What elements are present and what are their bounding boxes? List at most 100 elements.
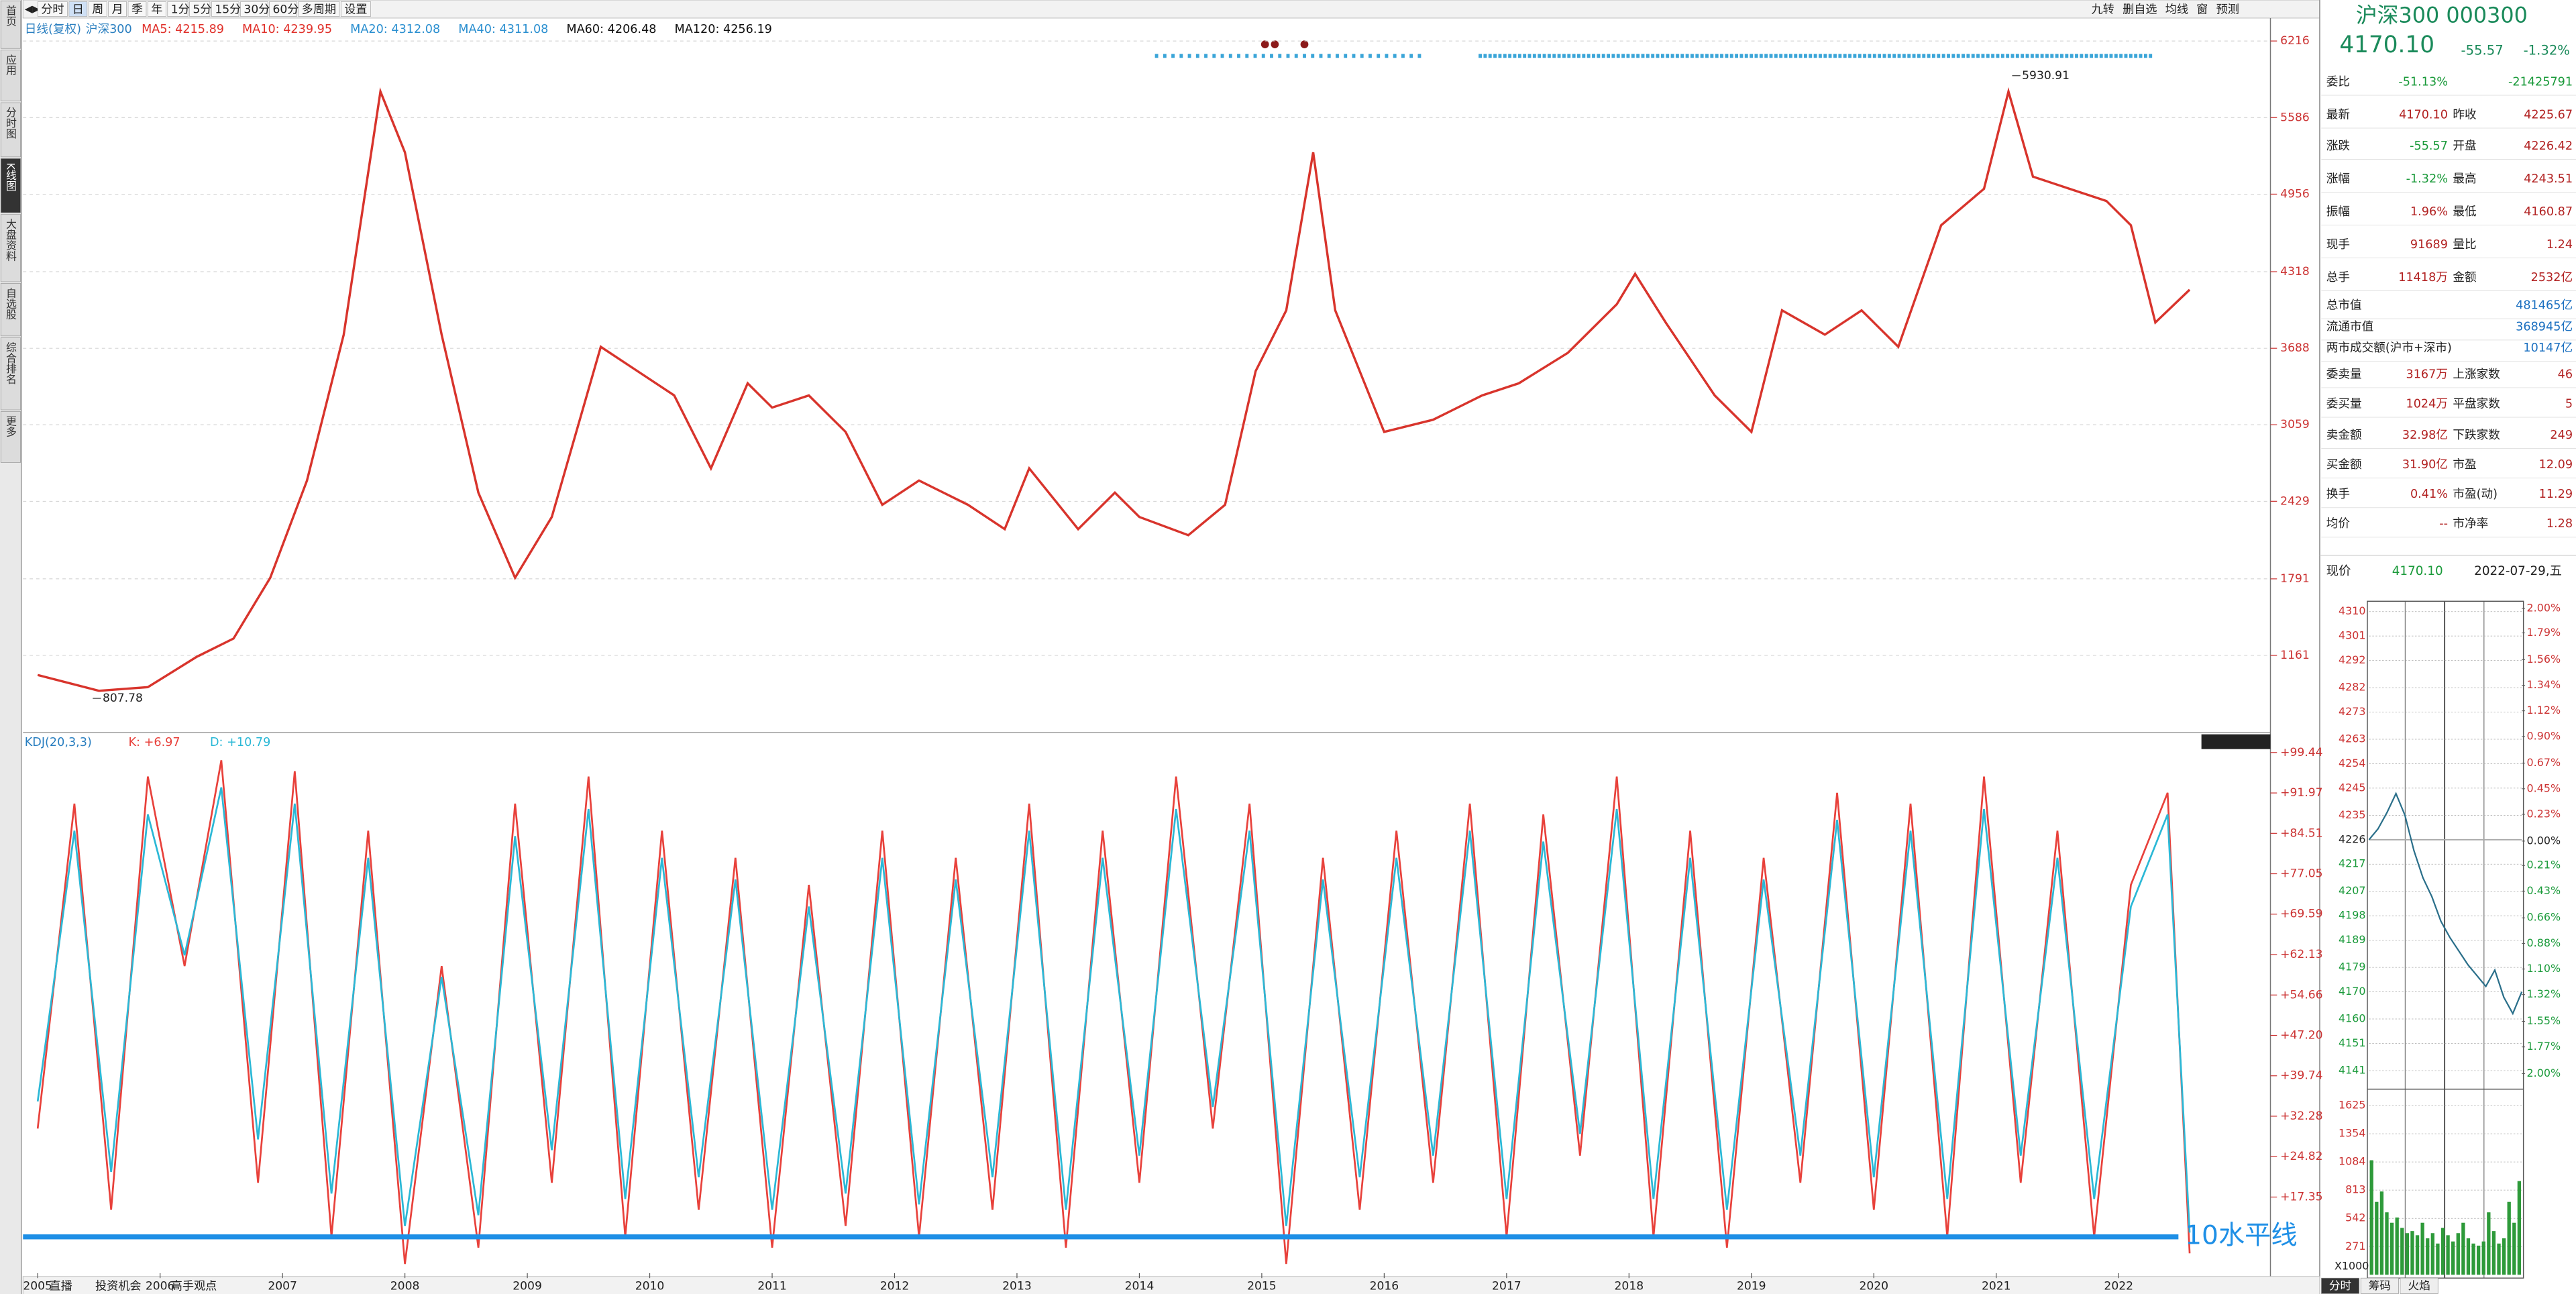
toolbar-label[interactable]: 设置 xyxy=(344,3,367,17)
series-line xyxy=(36,787,2191,1233)
tab-label[interactable]: 火焰 xyxy=(2408,1279,2430,1292)
now-label: 现价 xyxy=(2326,564,2351,578)
sidebar-tab[interactable] xyxy=(0,214,21,282)
row-label: 总手 xyxy=(2326,270,2350,284)
y-tick-label: +69.59 xyxy=(2280,908,2322,921)
y2-tick-label: 0.43% xyxy=(2527,884,2561,897)
toolbar-label[interactable]: 年 xyxy=(151,3,162,17)
row-label: 委比 xyxy=(2326,74,2350,89)
sidebar-label[interactable]: 大盘资料 xyxy=(4,219,17,262)
volume-bar xyxy=(2491,1231,2496,1275)
row-label: 市盈(动) xyxy=(2453,487,2498,501)
sidebar-tab[interactable] xyxy=(0,283,21,337)
toolbar-label[interactable]: 30分 xyxy=(244,3,270,17)
volume-bar xyxy=(2451,1241,2455,1275)
series-line xyxy=(37,87,2191,692)
volume-bar xyxy=(2502,1238,2506,1275)
x-tick-label: 2005 xyxy=(23,1279,52,1293)
tab-label[interactable]: 筹码 xyxy=(2369,1279,2391,1292)
volume-bar xyxy=(2379,1191,2384,1275)
kdj-button[interactable] xyxy=(2201,734,2271,749)
y-tick-label: 1354 xyxy=(2339,1127,2365,1140)
sidebar-tab[interactable] xyxy=(0,50,21,101)
footer-button[interactable]: 直播 xyxy=(49,1279,72,1293)
sidebar-label[interactable]: K线图 xyxy=(4,162,17,191)
y-tick-label: 1625 xyxy=(2339,1099,2365,1112)
toolbar-button[interactable] xyxy=(37,1,68,17)
row-label: 下跌家数 xyxy=(2453,428,2500,442)
toolbar-label[interactable]: 5分 xyxy=(193,3,212,17)
toolbar-label[interactable]: 季 xyxy=(131,3,143,17)
toolbar-button[interactable] xyxy=(240,1,268,17)
y2-tick-label: 2.00% xyxy=(2527,602,2561,614)
toolbar-label[interactable]: 多周期 xyxy=(302,3,336,17)
sidebar-tab[interactable] xyxy=(0,102,21,158)
toolbar-label[interactable]: 删自选 xyxy=(2123,3,2157,17)
toolbar-label[interactable]: 60分 xyxy=(273,3,299,17)
quote-name: 沪深300 000300 xyxy=(2356,2,2528,28)
y-tick-label: 3688 xyxy=(2280,341,2310,355)
toolbar-label[interactable]: 15分 xyxy=(215,3,241,17)
sidebar-label[interactable]: 自选股 xyxy=(4,288,17,321)
toolbar-label[interactable]: 分时 xyxy=(41,3,64,17)
row-value: 12.09 xyxy=(2539,458,2573,472)
y-tick-label: 1791 xyxy=(2280,572,2310,586)
row-label: 涨幅 xyxy=(2326,172,2350,186)
toolbar-label[interactable]: 月 xyxy=(112,3,123,17)
sidebar-tab[interactable] xyxy=(0,411,21,463)
toolbar-button[interactable] xyxy=(189,1,211,17)
x-tick-label: 2022 xyxy=(2104,1279,2133,1293)
toolbar-button[interactable] xyxy=(68,1,88,17)
tab-label[interactable]: 分时 xyxy=(2329,1279,2351,1292)
x-tick-label: 2012 xyxy=(880,1279,910,1293)
toolbar-button[interactable] xyxy=(127,1,147,17)
row-label: 涨跌 xyxy=(2326,139,2351,153)
toolbar-label[interactable]: 窗 xyxy=(2196,3,2208,17)
row-value: 368945亿 xyxy=(2516,319,2573,333)
toolbar-button[interactable] xyxy=(298,1,340,17)
row-label: 流通市值 xyxy=(2326,319,2374,333)
sidebar-label[interactable]: 综合排名 xyxy=(4,341,17,384)
indicator-label: MA60: 4206.48 xyxy=(566,23,656,36)
row-value: 2532亿 xyxy=(2531,270,2573,284)
y-tick-label: 271 xyxy=(2345,1240,2365,1252)
signal-marker xyxy=(1271,40,1279,48)
quote-price: 4170.10 xyxy=(2339,32,2434,58)
legend-entry: 沪深300 xyxy=(86,22,132,36)
toolbar-label[interactable]: 预测 xyxy=(2216,3,2239,17)
volume-bar xyxy=(2471,1243,2475,1275)
toolbar-button[interactable] xyxy=(211,1,239,17)
toolbar-label[interactable]: 周 xyxy=(92,3,103,17)
toolbar-button[interactable] xyxy=(269,1,297,17)
row-value: 4225.67 xyxy=(2524,108,2573,121)
sidebar-label[interactable]: 分时图 xyxy=(4,107,17,139)
toolbar-button[interactable] xyxy=(167,1,189,17)
sidebar-tab[interactable] xyxy=(0,0,21,49)
sidebar-label[interactable]: 应用 xyxy=(4,54,17,76)
y-tick-label: 542 xyxy=(2345,1211,2365,1224)
toolbar-button[interactable] xyxy=(148,1,166,17)
sidebar-label[interactable]: 首页 xyxy=(4,5,17,26)
annotation: 807.78 xyxy=(103,692,143,705)
y-tick-label: +77.05 xyxy=(2280,867,2322,881)
volume-bar xyxy=(2400,1228,2404,1275)
sidebar-tab[interactable] xyxy=(0,158,21,213)
toolbar-label[interactable]: 九转 xyxy=(2092,3,2114,17)
sidebar-tab[interactable] xyxy=(0,337,21,411)
footer-button[interactable]: 高手观点 xyxy=(171,1279,217,1293)
x-tick-label: 2016 xyxy=(1370,1279,1399,1293)
footer-button[interactable]: 投资机会 xyxy=(95,1279,142,1293)
toolbar-label[interactable]: 日 xyxy=(72,3,84,17)
y-tick-label: 4198 xyxy=(2339,909,2365,922)
toolbar-button[interactable] xyxy=(88,1,107,17)
toolbar-button[interactable] xyxy=(108,1,127,17)
row-label: 市盈 xyxy=(2453,457,2476,472)
indicator-label: MA120: 4256.19 xyxy=(675,23,772,36)
toolbar-label[interactable]: 均线 xyxy=(2165,3,2188,17)
toolbar-label[interactable]: 1分 xyxy=(171,3,190,17)
indicator-label: MA20: 4312.08 xyxy=(350,23,440,36)
toolbar-button[interactable] xyxy=(341,1,371,17)
sidebar-label[interactable]: 更多 xyxy=(4,416,17,437)
y2-tick-label: 0.23% xyxy=(2527,807,2561,820)
